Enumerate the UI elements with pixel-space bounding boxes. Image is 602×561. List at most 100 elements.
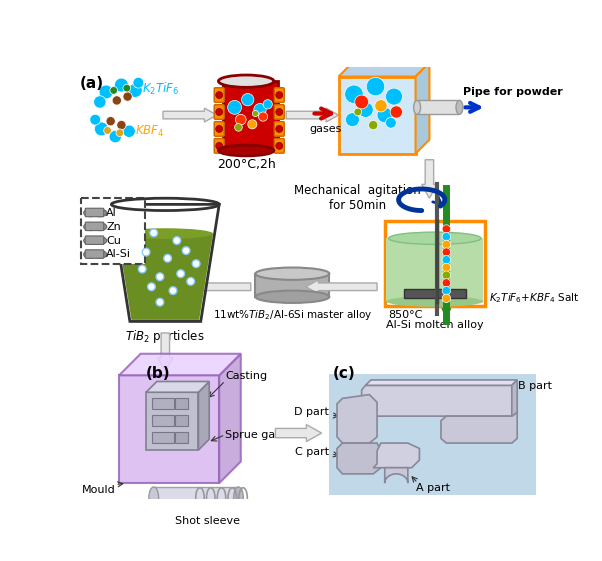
Ellipse shape — [389, 232, 481, 245]
FancyArrow shape — [306, 280, 377, 294]
FancyBboxPatch shape — [214, 122, 224, 136]
Circle shape — [116, 129, 124, 137]
FancyBboxPatch shape — [81, 198, 144, 264]
Circle shape — [442, 286, 450, 295]
Circle shape — [216, 142, 223, 149]
Circle shape — [442, 271, 450, 279]
Ellipse shape — [414, 100, 421, 114]
Bar — [119, 375, 219, 483]
FancyBboxPatch shape — [275, 105, 284, 119]
Circle shape — [123, 84, 131, 92]
Circle shape — [182, 247, 190, 255]
Circle shape — [368, 121, 378, 130]
Text: C part: C part — [295, 447, 329, 457]
Polygon shape — [373, 443, 420, 468]
FancyArrow shape — [422, 160, 437, 198]
Circle shape — [385, 88, 403, 105]
Bar — [86, 209, 95, 217]
Text: Al-Si molten alloy: Al-Si molten alloy — [386, 320, 483, 330]
Circle shape — [128, 84, 142, 98]
Text: B part: B part — [518, 381, 552, 390]
Circle shape — [385, 117, 396, 128]
Text: Al-Si: Al-Si — [106, 250, 131, 259]
Circle shape — [99, 85, 113, 99]
FancyBboxPatch shape — [85, 208, 104, 217]
Polygon shape — [219, 354, 241, 483]
Circle shape — [169, 287, 177, 295]
Circle shape — [254, 104, 266, 116]
Ellipse shape — [255, 291, 329, 303]
Ellipse shape — [93, 209, 107, 217]
Bar — [175, 415, 188, 426]
Circle shape — [216, 126, 223, 132]
Circle shape — [156, 298, 164, 306]
Circle shape — [442, 232, 450, 241]
Circle shape — [106, 117, 115, 126]
Bar — [86, 251, 95, 258]
FancyBboxPatch shape — [85, 250, 104, 258]
Text: $TiB_2$ particles: $TiB_2$ particles — [125, 328, 205, 344]
Ellipse shape — [219, 75, 274, 88]
Text: (c): (c) — [332, 366, 355, 381]
Text: Al: Al — [106, 208, 117, 218]
Circle shape — [90, 114, 101, 125]
Circle shape — [216, 108, 223, 116]
Text: $KBF_4$: $KBF_4$ — [134, 123, 164, 139]
Polygon shape — [441, 412, 517, 443]
FancyArrow shape — [275, 425, 321, 442]
Ellipse shape — [84, 223, 98, 231]
Circle shape — [442, 225, 450, 233]
FancyBboxPatch shape — [275, 139, 284, 153]
Circle shape — [442, 240, 450, 249]
Circle shape — [442, 256, 450, 264]
Bar — [86, 223, 95, 231]
Circle shape — [252, 111, 258, 117]
FancyBboxPatch shape — [214, 139, 224, 153]
Circle shape — [112, 96, 122, 105]
Polygon shape — [119, 354, 241, 375]
Polygon shape — [199, 381, 209, 450]
Circle shape — [442, 279, 450, 287]
Ellipse shape — [84, 251, 98, 258]
Circle shape — [164, 255, 172, 262]
Circle shape — [442, 263, 450, 272]
FancyBboxPatch shape — [85, 222, 104, 231]
Circle shape — [374, 100, 387, 112]
Ellipse shape — [149, 487, 158, 508]
Polygon shape — [338, 63, 429, 76]
Text: (a): (a) — [80, 76, 104, 91]
Bar — [329, 374, 536, 495]
Bar — [255, 274, 329, 297]
Bar — [152, 398, 174, 409]
FancyArrow shape — [183, 280, 251, 294]
Text: $K_2TiF_6$+$KBF_4$ Salt: $K_2TiF_6$+$KBF_4$ Salt — [489, 291, 579, 305]
Circle shape — [355, 95, 368, 109]
Circle shape — [173, 237, 181, 245]
Ellipse shape — [456, 100, 463, 114]
Text: Casting: Casting — [225, 371, 267, 381]
Circle shape — [366, 77, 385, 96]
FancyBboxPatch shape — [214, 88, 224, 102]
Ellipse shape — [234, 487, 243, 508]
Circle shape — [276, 91, 283, 99]
Ellipse shape — [93, 251, 107, 258]
Circle shape — [123, 125, 135, 137]
Circle shape — [263, 100, 272, 109]
Text: 850°C: 850°C — [389, 310, 423, 320]
Text: D part: D part — [294, 407, 329, 416]
Ellipse shape — [93, 223, 107, 231]
Circle shape — [110, 86, 117, 94]
Text: Shot sleeve: Shot sleeve — [175, 516, 240, 526]
Circle shape — [442, 294, 450, 302]
Text: A part: A part — [415, 483, 450, 493]
Polygon shape — [385, 468, 408, 483]
Bar — [404, 289, 465, 298]
FancyBboxPatch shape — [275, 88, 284, 102]
FancyBboxPatch shape — [85, 236, 104, 245]
Polygon shape — [352, 63, 429, 140]
Circle shape — [258, 112, 268, 121]
Circle shape — [138, 265, 146, 273]
Bar — [86, 237, 95, 245]
Polygon shape — [117, 233, 213, 320]
Circle shape — [150, 229, 158, 237]
